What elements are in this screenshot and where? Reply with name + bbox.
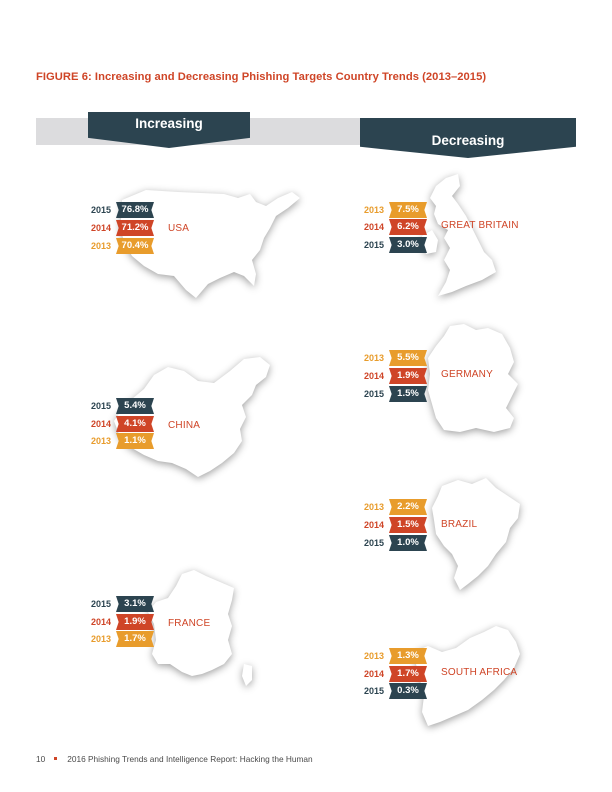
country-label: USA [168,223,190,234]
france-map [148,568,258,692]
year-label: 2015 [90,599,111,609]
year-label: 2014 [363,222,384,232]
decreasing-label: Decreasing [431,133,505,148]
year-label: 2013 [363,502,384,512]
value-flag: 1.7% [389,666,427,682]
year-label: 2014 [363,520,384,530]
value-flag: 70.4% [116,238,154,254]
year-label: 2015 [90,401,111,411]
increasing-label: Increasing [135,116,203,131]
usa-map [116,186,304,300]
country-label: SOUTH AFRICA [441,667,518,678]
brazil-map [432,474,522,590]
year-label: 2013 [363,205,384,215]
germany-map [424,322,520,434]
value-flag: 1.5% [389,386,427,402]
value-flag: 1.5% [389,517,427,533]
value-flag: 1.1% [116,433,154,449]
footer-text: 2016 Phishing Trends and Intelligence Re… [67,754,313,764]
south-africa-map [416,624,524,728]
value-flag: 76.8% [116,202,154,218]
figure-title: FIGURE 6: Increasing and Decreasing Phis… [36,71,487,83]
value-flag: 4.1% [116,416,154,432]
year-label: 2013 [90,241,111,251]
country-label: BRAZIL [441,519,478,530]
bullet-icon [54,757,58,761]
value-flag: 5.4% [116,398,154,414]
year-label: 2013 [363,651,384,661]
value-flag: 7.5% [389,202,427,218]
page-number: 10 [36,754,46,764]
year-label: 2014 [90,617,111,627]
year-label: 2015 [363,389,384,399]
value-flag: 3.1% [116,596,154,612]
value-flag: 1.9% [116,614,154,630]
value-flag: 1.3% [389,648,427,664]
page-footer: 10 2016 Phishing Trends and Intelligence … [36,754,313,764]
value-flag: 5.5% [389,350,427,366]
value-flag: 0.3% [389,683,427,699]
value-flag: 2.2% [389,499,427,515]
decreasing-tab: Decreasing [360,118,576,158]
year-label: 2014 [90,419,111,429]
year-label: 2014 [90,223,111,233]
country-label: FRANCE [168,618,211,629]
great-britain-map [422,172,508,298]
value-flag: 1.9% [389,368,427,384]
value-flag: 1.0% [389,535,427,551]
year-label: 2015 [363,686,384,696]
value-flag: 3.0% [389,237,427,253]
country-label: GREAT BRITAIN [441,220,519,231]
year-label: 2015 [90,205,111,215]
value-flag: 71.2% [116,220,154,236]
country-label: GERMANY [441,369,493,380]
year-label: 2015 [363,240,384,250]
year-label: 2015 [363,538,384,548]
value-flag: 6.2% [389,219,427,235]
year-label: 2013 [90,436,111,446]
year-label: 2013 [363,353,384,363]
country-label: CHINA [168,420,201,431]
year-label: 2014 [363,669,384,679]
year-label: 2013 [90,634,111,644]
value-flag: 1.7% [116,631,154,647]
year-label: 2014 [363,371,384,381]
